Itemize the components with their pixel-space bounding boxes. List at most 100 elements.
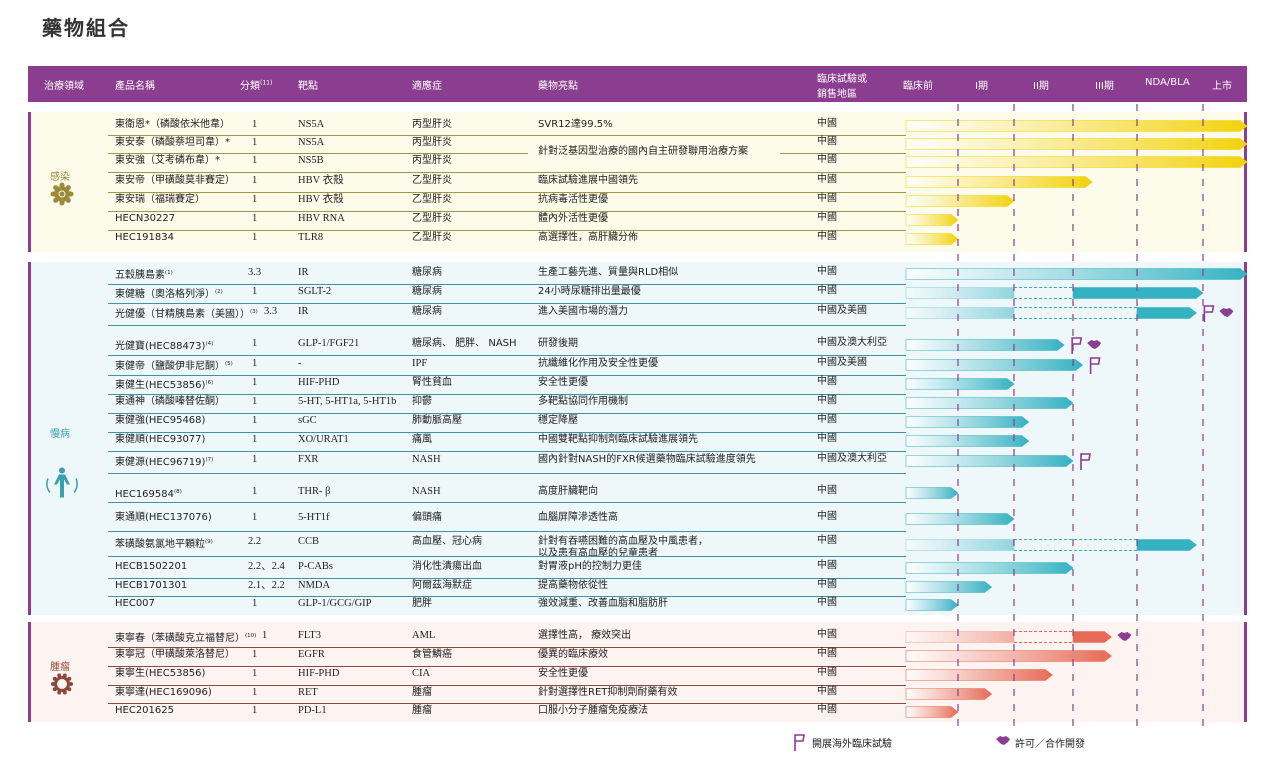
row-divider [108,210,906,212]
product-name: 東寧冠（甲磺酸萊洛替尼） [115,649,235,661]
product-name-text: 東安泰（磷酸萘坦司韋）* [115,137,230,148]
row-divider [108,191,906,193]
region: 中國 [817,136,837,147]
product-name: HECB1701301 [115,580,187,592]
row-divider [108,665,906,667]
legend-flag-label: 開展海外臨床試驗 [812,739,892,750]
indication: 丙型肝炎 [412,137,452,148]
product-name: 五穀胰島素(1) [115,267,173,282]
row-divider [108,283,906,285]
row-divider [108,172,906,173]
target: PD-L1 [298,705,327,716]
indication: 糖尿病、 肥胖、 NASH [412,338,517,349]
product-name: 東安瑞（福瑞賽定） [115,194,205,206]
header-indication: 適應症 [412,81,442,92]
product-name: 東寧春（苯磺酸克立福替尼）(10) [115,630,256,645]
row-divider [108,577,906,579]
drug-class: 1 [252,213,258,224]
product-name: 東安泰（磷酸萘坦司韋）* [115,137,230,149]
product-name-text: 東安瑞（福瑞賽定） [115,194,205,205]
drug-highlight: 提高藥物依從性 [538,580,608,591]
product-name-text: 東健帝（鹽酸伊非尼酮） [115,361,225,372]
product-name-text: 五穀胰島素 [115,270,165,281]
indication: 乙型肝炎 [412,175,452,186]
legend-license-label: 許可／合作開發 [1015,739,1085,750]
product-name-text: 東寧達(HEC169096) [115,687,212,698]
drug-highlight: 體內外活性更優 [538,213,608,224]
drug-class: 1 [252,668,258,679]
region: 中國 [817,597,837,608]
region: 中國 [817,686,837,697]
target: GLP-1/FGF21 [298,338,360,349]
indication: 糖尿病 [412,286,442,297]
drug-highlight: 生產工藝先進、質量與RLD相似 [538,267,679,278]
drug-highlight: 對胃液pH的控制力更佳 [538,561,642,572]
indication: 痛風 [412,434,432,445]
region: 中國 [817,667,837,678]
region: 中國 [817,535,837,546]
indication: 腫瘤 [412,705,432,716]
row-divider [108,431,906,433]
drug-class: 1 [252,486,258,497]
indication: IPF [412,358,428,369]
region: 中國 [817,648,837,659]
product-name: 東健源(HEC96719)(7) [115,454,213,469]
drug-highlight: 24小時尿糖排出量最優 [538,286,641,297]
region: 中國 [817,174,837,185]
drug-class: 1 [252,649,258,660]
region: 中國 [817,193,837,204]
header-stage: 上市 [1212,81,1232,92]
product-name-text: HECB1701301 [115,580,188,591]
drug-highlight: 安全性更優 [538,668,588,679]
row-divider [108,502,906,503]
region: 中國 [817,376,837,387]
region: 中國 [817,154,837,165]
drug-highlight: 選擇性高， 療效突出 [538,630,632,641]
target: GLP-1/GCG/GIP [298,598,372,609]
target: HBV RNA [298,213,345,224]
table-header: 治療領域 產品名稱 分類(11) 靶點 適應症 藥物亮點 臨床試驗或 銷售地區 臨… [28,66,1247,102]
footnote-marker: (1) [165,270,173,276]
drug-highlight: 穩定降壓 [538,415,578,426]
indication: 肥胖 [412,598,432,609]
header-highlight: 藥物亮點 [538,81,578,92]
drug-class: 3.3 [248,267,262,278]
product-name: 東衛恩*（磷酸依米他韋） [115,119,230,131]
row-divider [108,555,906,557]
header-name: 產品名稱 [115,81,155,92]
drug-class: 1 [252,705,258,716]
drug-highlight: 高度肝臟靶向 [538,486,598,497]
header-region: 臨床試驗或 銷售地區 [817,70,867,100]
product-name-text: 東寧冠（甲磺酸萊洛替尼） [115,649,235,660]
region: 中國 [817,266,837,277]
product-name: 東安帝（甲磺酸莫非賽定） [115,175,235,187]
product-name: 東寧生(HEC53856) [115,668,205,680]
indication: 乙型肝炎 [412,213,452,224]
product-name-text: HEC191834 [115,232,174,243]
product-name: HEC201625 [115,705,174,717]
header-stage: 臨床前 [903,81,933,92]
region: 中國 [817,560,837,571]
region: 中國 [817,118,837,129]
drug-highlight: 針對選擇性RET抑制劑耐藥有效 [538,687,678,698]
product-name-text: 東寧春（苯磺酸克立福替尼） [115,633,245,644]
row-divider [108,229,906,231]
footnote-marker: (8) [174,489,182,495]
drug-class: 1 [252,454,258,465]
product-name: HEC007 [115,598,155,610]
drug-class: 1 [252,338,258,349]
indication: 食管鱗癌 [412,649,452,660]
row-divider [108,646,906,648]
row-divider [108,393,906,395]
row-divider [108,473,906,474]
product-name-text: 東通順(HEC137076) [115,512,212,523]
row-divider [108,412,906,414]
region: 中國 [817,511,837,522]
footnote-marker: (3) [250,309,258,315]
target: 5-HT1f [298,512,330,523]
indication: 抑鬱 [412,396,432,407]
region: 中國 [817,414,837,425]
drug-class: 1 [252,434,258,445]
indication: 乙型肝炎 [412,194,452,205]
product-name-text: HECN30227 [115,213,176,224]
